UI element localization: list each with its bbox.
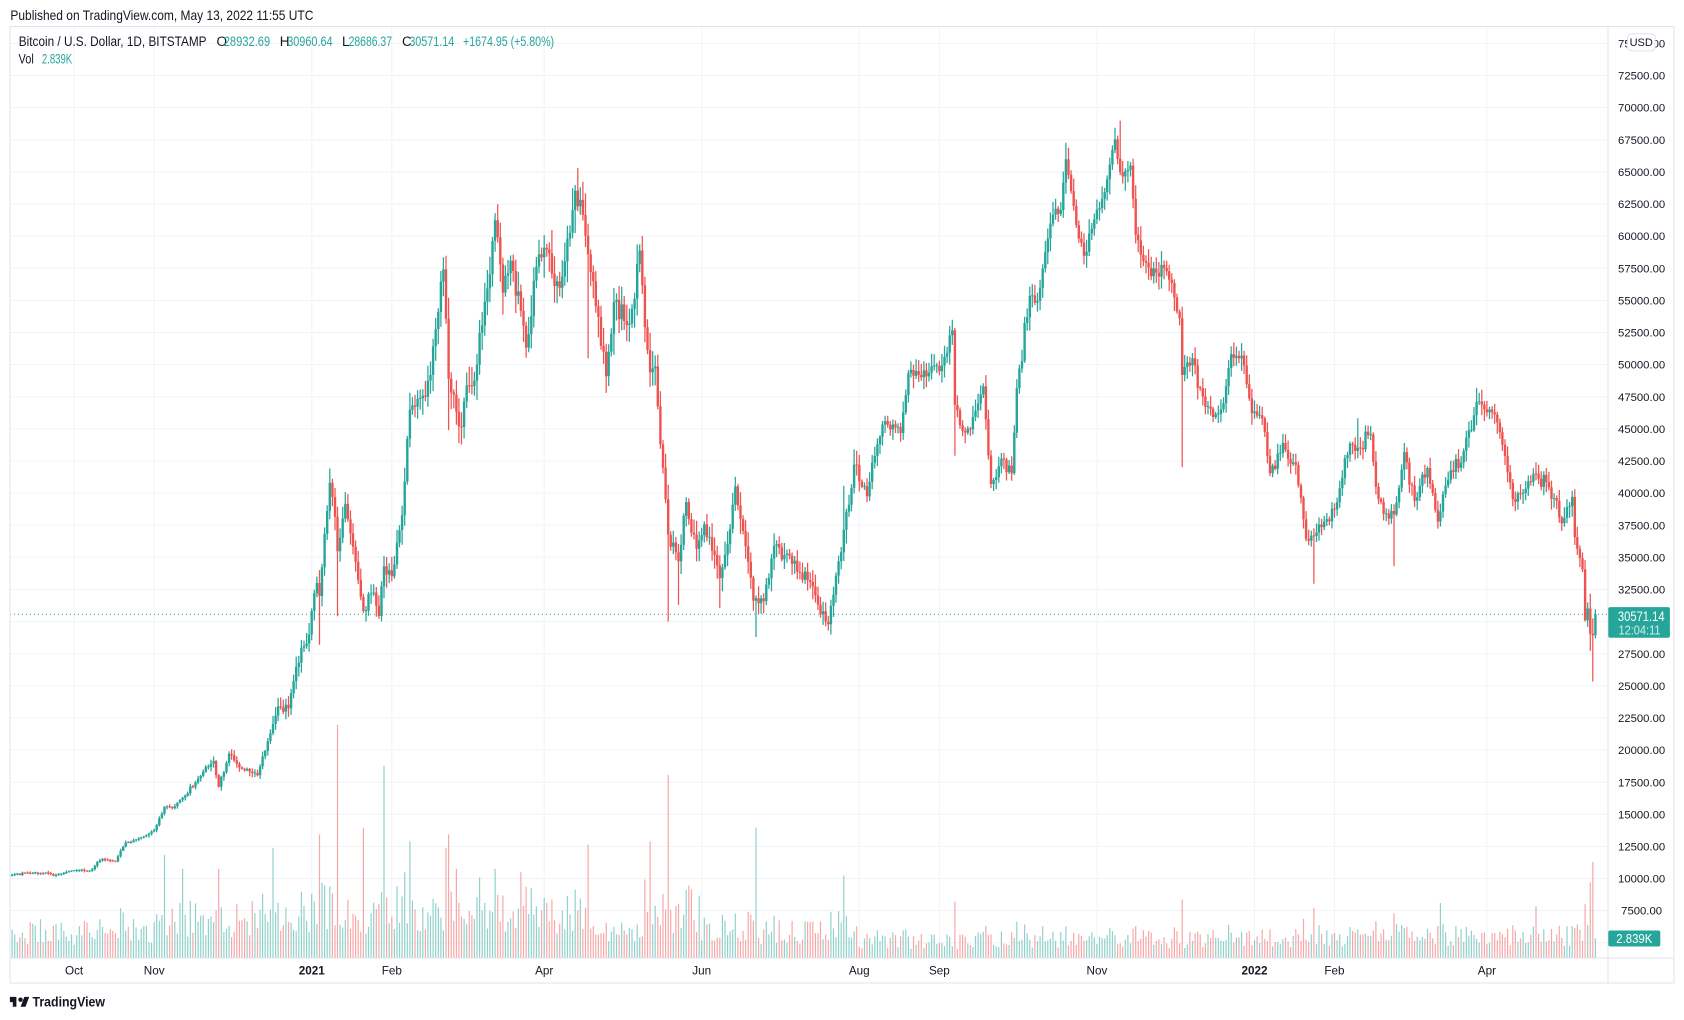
svg-text:67500.00: 67500.00 [1618,135,1665,147]
svg-text:Apr: Apr [535,965,553,978]
svg-text:30571.14: 30571.14 [1618,608,1665,624]
svg-text:28686.37: 28686.37 [349,34,392,49]
svg-text:H: H [280,34,290,49]
svg-text:35000.00: 35000.00 [1618,552,1665,564]
svg-text:Aug: Aug [849,965,870,978]
svg-text:28932.69: 28932.69 [224,34,271,49]
svg-text:Published on TradingView.com,: Published on TradingView.com, May 13, 20… [10,7,313,23]
svg-text:30960.64: 30960.64 [287,34,333,49]
svg-text:Jun: Jun [692,965,711,978]
svg-text:62500.00: 62500.00 [1618,199,1665,211]
svg-text:O: O [217,34,228,49]
svg-text:2.839K: 2.839K [1616,932,1653,946]
svg-text:25000.00: 25000.00 [1618,681,1665,693]
svg-text:17500.00: 17500.00 [1618,777,1665,789]
svg-text:57500.00: 57500.00 [1618,263,1665,275]
svg-text:Oct: Oct [65,965,84,978]
svg-text:42500.00: 42500.00 [1618,456,1665,468]
svg-text:37500.00: 37500.00 [1618,520,1665,532]
svg-text:12500.00: 12500.00 [1618,842,1665,854]
svg-text:70000.00: 70000.00 [1618,103,1665,115]
svg-text:USD: USD [1630,37,1653,49]
svg-text:12:04:11: 12:04:11 [1619,622,1661,637]
svg-text:L: L [342,34,350,49]
svg-text:7500.00: 7500.00 [1621,906,1662,918]
svg-text:65000.00: 65000.00 [1618,167,1665,179]
svg-text:20000.00: 20000.00 [1618,745,1665,757]
svg-text:10000.00: 10000.00 [1618,874,1665,886]
svg-text:Nov: Nov [144,965,165,978]
svg-text:55000.00: 55000.00 [1618,296,1665,308]
svg-text:30571.14: 30571.14 [409,34,454,49]
svg-text:Nov: Nov [1087,965,1108,978]
svg-text:40000.00: 40000.00 [1618,488,1665,500]
svg-text:2021: 2021 [299,965,326,978]
svg-text:C: C [402,34,412,49]
svg-text:TradingView: TradingView [33,994,106,1009]
svg-text:2.839K: 2.839K [42,51,72,66]
svg-text:Feb: Feb [1324,965,1345,978]
svg-text:Sep: Sep [929,965,950,978]
svg-text:Bitcoin / U.S. Dollar, 1D, BIT: Bitcoin / U.S. Dollar, 1D, BITSTAMP [19,34,207,49]
svg-text:47500.00: 47500.00 [1618,392,1665,404]
svg-text:Feb: Feb [382,965,403,978]
svg-text:15000.00: 15000.00 [1618,809,1665,821]
svg-text:Apr: Apr [1478,965,1496,978]
svg-text:32500.00: 32500.00 [1618,585,1665,597]
svg-text:50000.00: 50000.00 [1618,360,1665,372]
svg-text:60000.00: 60000.00 [1618,231,1665,243]
svg-text:Vol: Vol [19,51,34,66]
svg-text:22500.00: 22500.00 [1618,713,1665,725]
svg-text:45000.00: 45000.00 [1618,424,1665,436]
svg-text:72500.00: 72500.00 [1618,71,1665,83]
svg-text:+1674.95 (+5.80%): +1674.95 (+5.80%) [463,34,554,49]
svg-text:52500.00: 52500.00 [1618,328,1665,340]
svg-text:2022: 2022 [1241,965,1268,978]
svg-text:27500.00: 27500.00 [1618,649,1665,661]
